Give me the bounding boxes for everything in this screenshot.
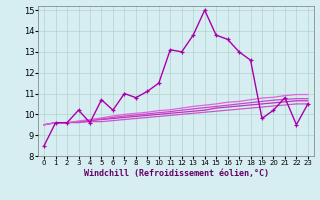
X-axis label: Windchill (Refroidissement éolien,°C): Windchill (Refroidissement éolien,°C) [84,169,268,178]
